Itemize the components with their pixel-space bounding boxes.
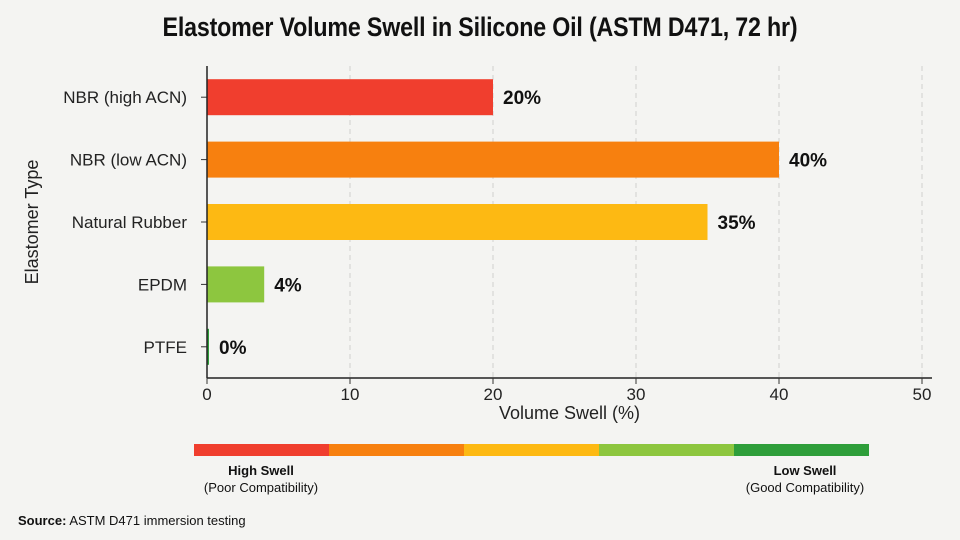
bar	[207, 266, 265, 303]
x-tick-label: 50	[913, 385, 932, 404]
bar	[207, 79, 493, 116]
legend-segment	[599, 444, 734, 456]
category-label: EPDM	[138, 275, 187, 294]
legend-low-swell-subtitle: (Good Compatibility)	[745, 480, 865, 495]
chart-title: Elastomer Volume Swell in Silicone Oil (…	[162, 12, 798, 42]
legend-segment	[734, 444, 869, 456]
bar	[207, 204, 708, 240]
legend-segment	[194, 444, 329, 456]
color-scale-legend	[194, 444, 869, 456]
legend-segment	[464, 444, 599, 456]
x-tick-label: 30	[627, 385, 646, 404]
source-text: ASTM D471 immersion testing	[69, 513, 246, 528]
x-tick-label: 0	[202, 385, 211, 404]
data-label: 20%	[503, 88, 541, 109]
x-tick-label: 20	[484, 385, 503, 404]
category-label: NBR (low ACN)	[70, 151, 187, 170]
y-axis-title: Elastomer Type	[22, 160, 42, 285]
category-label: Natural Rubber	[72, 213, 188, 232]
legend-high-swell-title: High Swell	[228, 463, 294, 478]
source-note: Source: ASTM D471 immersion testing	[18, 513, 246, 528]
source-label: Source:	[18, 513, 67, 528]
legend-low-swell: Low Swell (Good Compatibility)	[725, 462, 885, 496]
bar	[207, 328, 209, 365]
legend-low-swell-title: Low Swell	[773, 463, 837, 478]
x-tick-label: 40	[770, 385, 789, 404]
legend-segment	[329, 444, 464, 456]
x-axis-title: Volume Swell (%)	[499, 403, 640, 423]
data-label: 0%	[219, 338, 247, 359]
x-tick-label: 10	[341, 385, 360, 404]
bar	[207, 141, 779, 178]
category-label: PTFE	[144, 338, 187, 357]
data-label: 40%	[789, 151, 827, 172]
data-label: 35%	[718, 213, 756, 234]
legend-high-swell: High Swell (Poor Compatibility)	[186, 462, 336, 496]
category-label: NBR (high ACN)	[63, 88, 187, 107]
legend-high-swell-subtitle: (Poor Compatibility)	[203, 480, 319, 495]
data-label: 4%	[274, 275, 302, 296]
